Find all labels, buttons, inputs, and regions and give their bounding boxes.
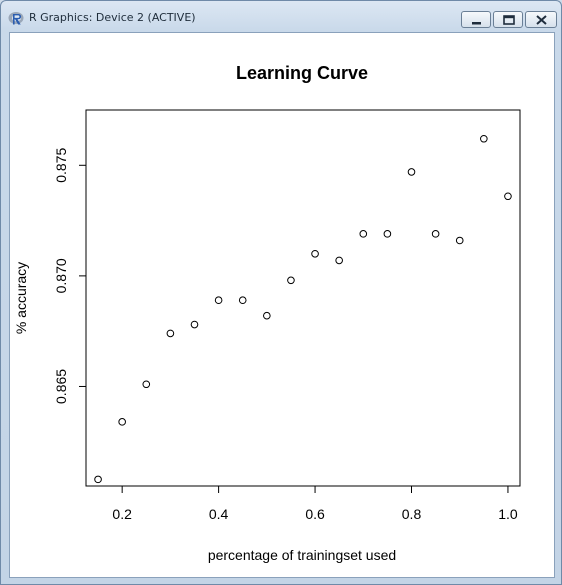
data-point xyxy=(215,297,222,304)
data-point xyxy=(288,277,295,284)
close-icon xyxy=(526,12,558,29)
minimize-button[interactable] xyxy=(461,11,491,28)
chart-title: Learning Curve xyxy=(236,63,368,83)
data-point xyxy=(336,257,343,264)
x-tick-label: 0.4 xyxy=(209,506,229,522)
y-tick-label: 0.875 xyxy=(53,148,69,183)
data-point xyxy=(505,193,512,200)
data-point xyxy=(408,169,415,176)
window-title: R Graphics: Device 2 (ACTIVE) xyxy=(29,11,196,24)
plot-frame xyxy=(86,110,520,486)
data-point xyxy=(264,312,271,319)
x-axis-label: percentage of trainingset used xyxy=(208,547,396,563)
data-point xyxy=(167,330,174,337)
maximize-button[interactable] xyxy=(493,11,523,28)
plot-area: Learning Curve 0.2 0.4 0.6 0.8 1.0 0.865 0.87… xyxy=(9,32,555,578)
data-point xyxy=(312,250,319,257)
data-point xyxy=(239,297,246,304)
scatter-plot: Learning Curve 0.2 0.4 0.6 0.8 1.0 0.865 0.87… xyxy=(10,33,554,577)
data-point xyxy=(191,321,198,328)
r-logo-icon xyxy=(8,10,24,26)
x-tick-label: 0.6 xyxy=(305,506,325,522)
close-button[interactable] xyxy=(525,11,557,28)
y-axis: 0.865 0.870 0.875 xyxy=(53,148,86,404)
title-bar[interactable]: R Graphics: Device 2 (ACTIVE) xyxy=(1,1,561,33)
data-point xyxy=(384,231,391,238)
x-axis: 0.2 0.4 0.6 0.8 1.0 xyxy=(112,486,517,522)
data-point xyxy=(481,135,488,142)
x-tick-label: 0.2 xyxy=(112,506,132,522)
data-point xyxy=(456,237,463,244)
y-axis-label: % accuracy xyxy=(13,262,29,334)
x-tick-label: 1.0 xyxy=(498,506,518,522)
data-point xyxy=(119,419,126,426)
data-points xyxy=(95,135,511,482)
y-tick-label: 0.865 xyxy=(53,369,69,404)
x-tick-label: 0.8 xyxy=(402,506,422,522)
data-point xyxy=(360,231,367,238)
data-point xyxy=(95,476,102,483)
maximize-icon xyxy=(494,12,524,29)
data-point xyxy=(143,381,150,388)
y-tick-label: 0.870 xyxy=(53,258,69,293)
data-point xyxy=(432,231,439,238)
minimize-icon xyxy=(462,12,492,29)
